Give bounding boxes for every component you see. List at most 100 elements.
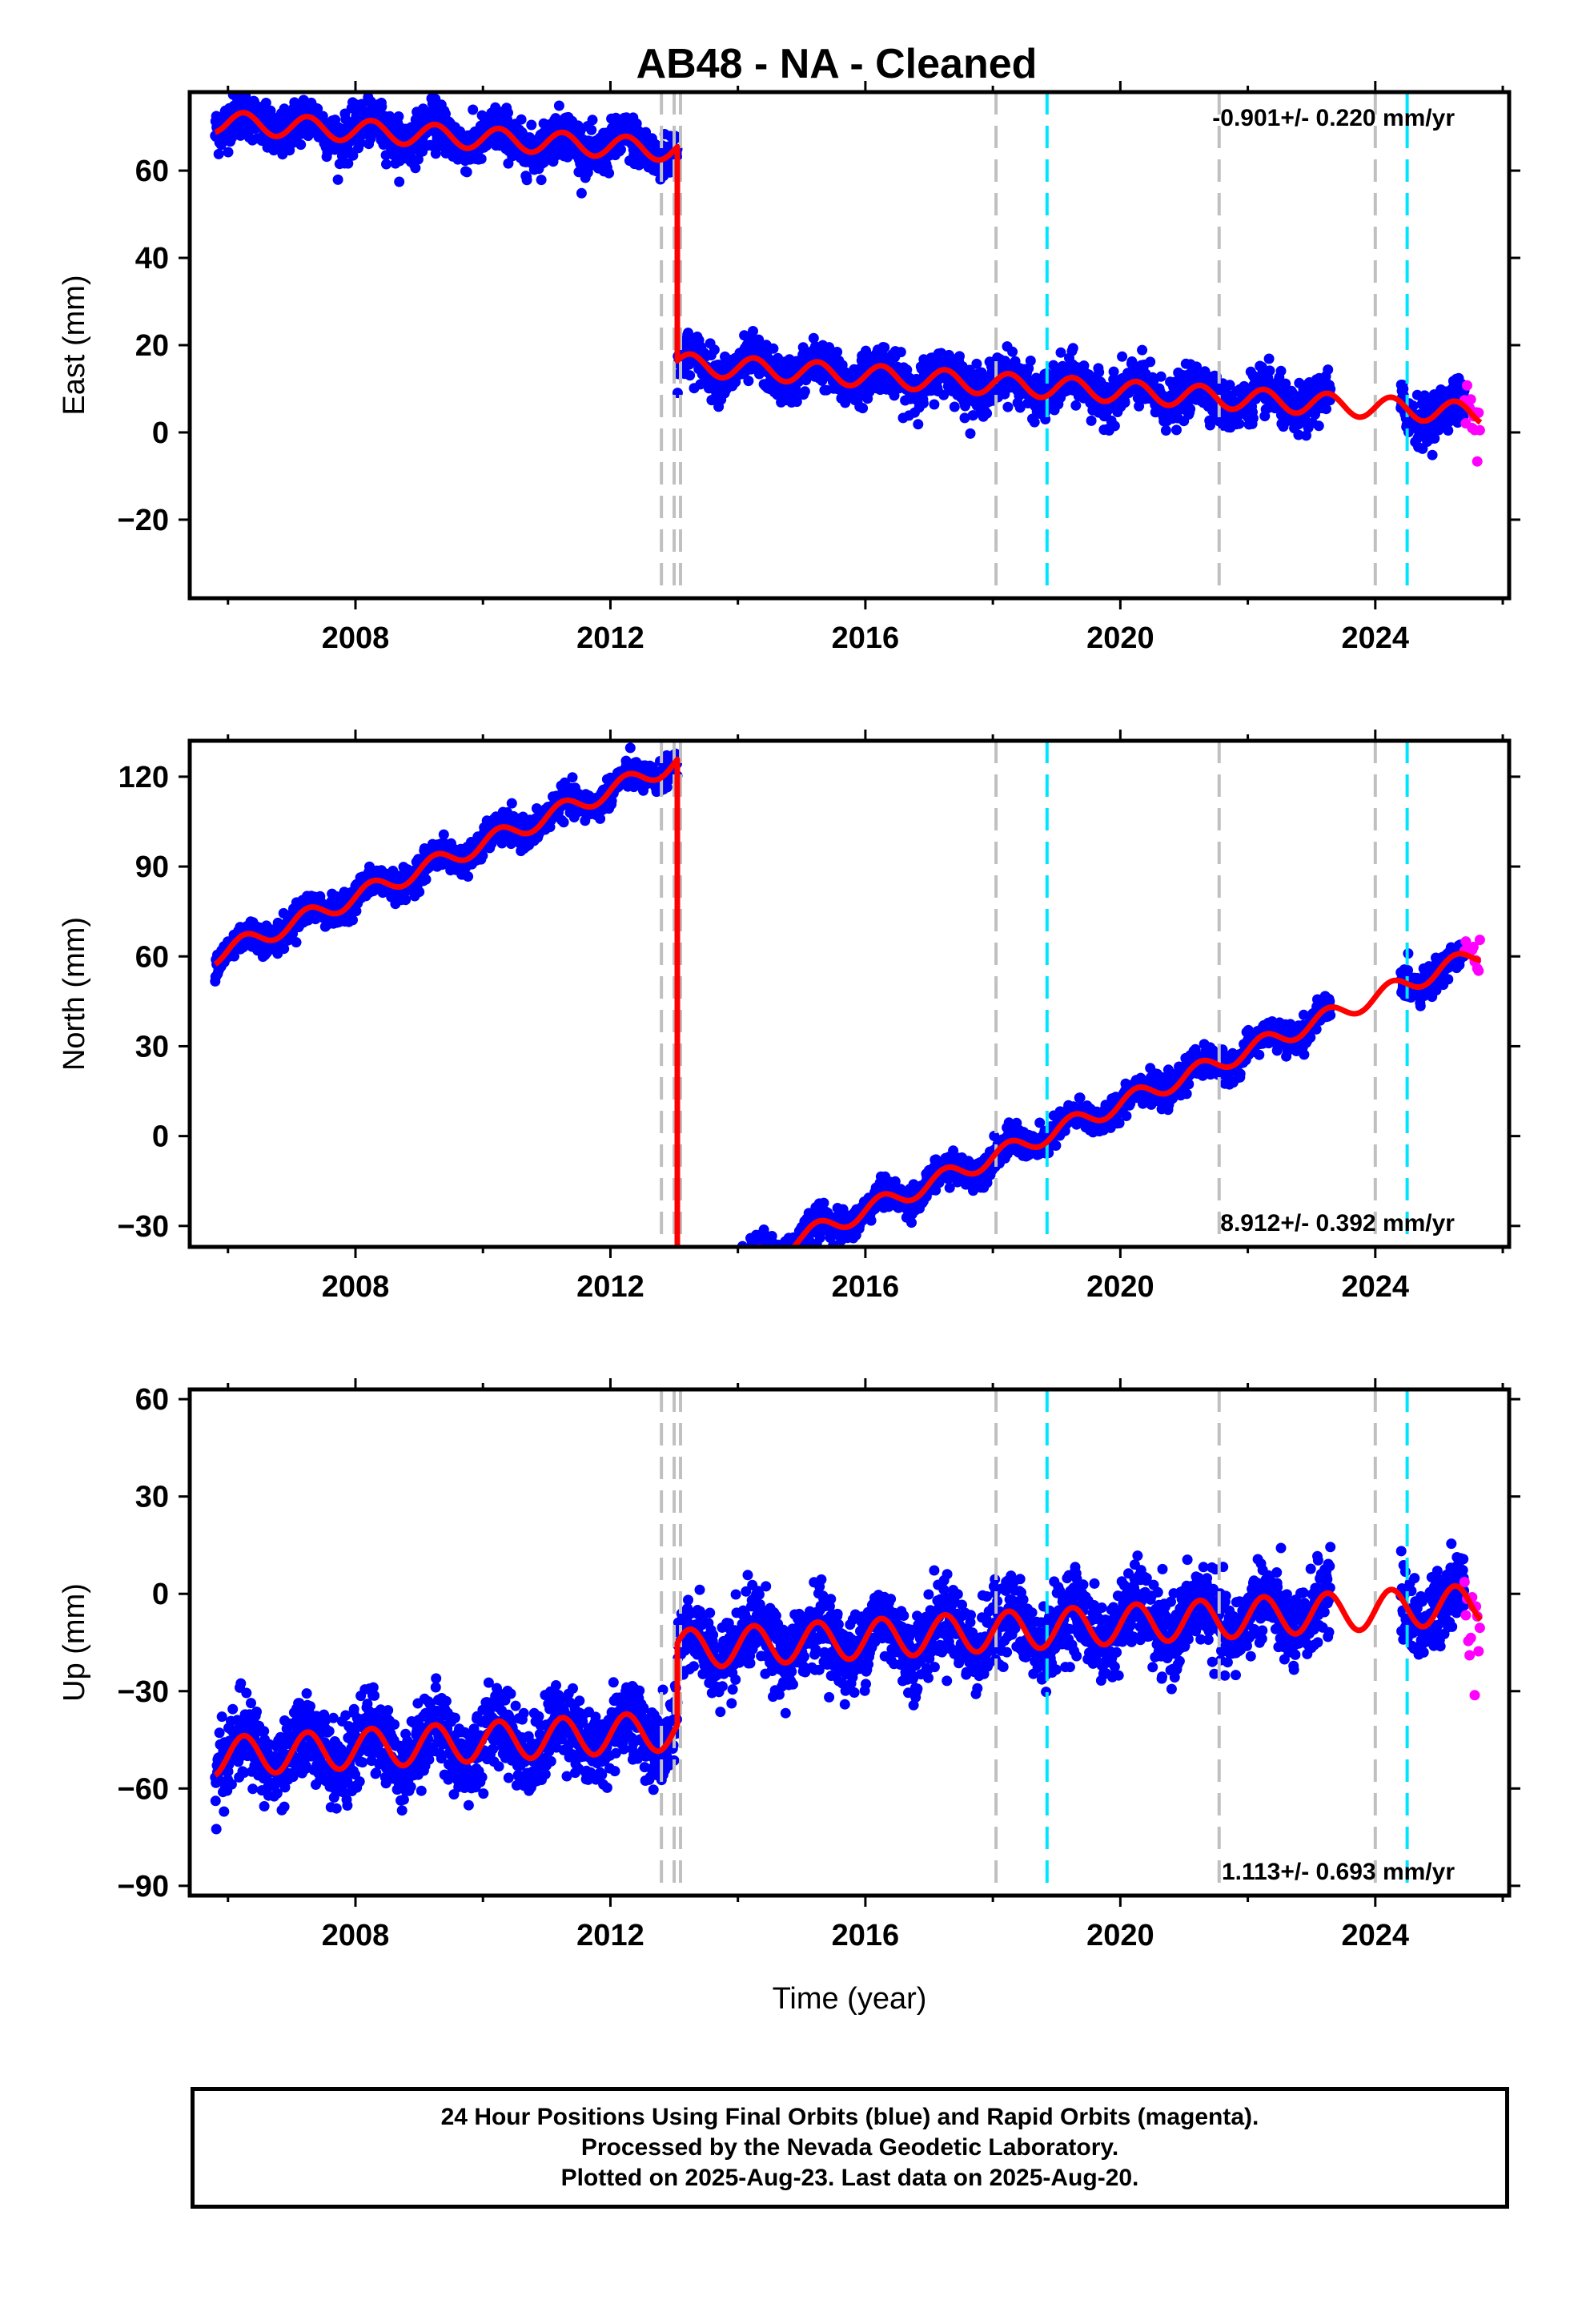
data-point-final [476, 153, 487, 164]
data-point-final [721, 1270, 731, 1281]
data-point-final [692, 1279, 702, 1289]
data-point-final [697, 1273, 708, 1284]
data-point-final [595, 813, 606, 824]
data-point-final [743, 1248, 753, 1258]
data-point-final [265, 105, 276, 116]
data-point-final [685, 370, 696, 381]
data-point-final [734, 1264, 745, 1274]
data-point-final [709, 1273, 720, 1284]
data-point-final [689, 1267, 700, 1277]
data-point-final [747, 1248, 757, 1258]
data-point-final [689, 1273, 700, 1283]
data-point-final [738, 1252, 749, 1262]
data-point-final [685, 1275, 695, 1285]
data-point-final [706, 1259, 717, 1269]
data-point-final [715, 1272, 725, 1282]
data-point-final [709, 1263, 720, 1273]
data-point-final [586, 124, 597, 135]
data-point-final [676, 1273, 686, 1284]
data-point-final [1234, 418, 1245, 429]
data-point-final [697, 1277, 708, 1287]
data-point-final [576, 187, 587, 199]
data-point-final [673, 1294, 684, 1305]
data-point-final [1067, 343, 1078, 354]
data-point-final [1160, 425, 1171, 436]
data-point-final [745, 1256, 755, 1267]
data-point-final [707, 1281, 717, 1292]
data-point-final [1263, 353, 1275, 364]
data-point-final [1264, 365, 1275, 376]
data-point-final [725, 1264, 736, 1274]
y-tick-label: 20 [135, 329, 169, 363]
data-point-final [678, 1261, 689, 1272]
data-point-final [757, 1251, 767, 1261]
data-point-final [739, 1248, 749, 1259]
data-point-final [558, 817, 569, 828]
data-point-final [718, 1288, 729, 1298]
data-point-final [410, 163, 421, 174]
data-point-final [706, 1278, 717, 1289]
data-point-final [702, 1278, 713, 1289]
data-point-final [729, 1261, 739, 1272]
data-point-final [712, 1273, 722, 1284]
data-point-final [753, 1251, 764, 1261]
data-point-final [681, 1283, 692, 1293]
data-point-final [703, 1280, 713, 1290]
data-point-final [913, 419, 924, 430]
data-point-final [689, 1273, 699, 1283]
data-point-final [695, 1259, 705, 1269]
data-point-final [680, 1261, 690, 1272]
data-point-final [740, 1264, 750, 1274]
data-point-final [461, 167, 472, 178]
data-point-final [710, 1287, 721, 1297]
data-point-final [414, 887, 425, 898]
data-point-final [754, 1248, 765, 1258]
data-point-final [683, 1270, 693, 1281]
y-tick-label: 60 [135, 155, 169, 188]
data-point-final [1137, 344, 1148, 356]
data-point-final [679, 1282, 689, 1293]
data-point-final [744, 1250, 754, 1261]
data-point-final [717, 1277, 728, 1287]
data-point-final [739, 1256, 749, 1267]
data-point-final [727, 1259, 737, 1269]
data-point-final [1029, 416, 1040, 428]
data-point-final [713, 1266, 724, 1277]
data-point-final [725, 1277, 735, 1288]
data-point-final [714, 1289, 725, 1299]
data-point-final [1002, 401, 1014, 412]
data-point-final [738, 1256, 749, 1267]
data-point-final [733, 1259, 744, 1269]
data-point-final [703, 1273, 713, 1283]
data-point-final [723, 1275, 733, 1285]
data-point-final [673, 1283, 683, 1293]
x-tick-label: 2024 [1342, 621, 1410, 655]
data-point-final [709, 1265, 719, 1275]
data-point-final [688, 1280, 698, 1290]
data-point-final [506, 798, 517, 809]
data-point-final [693, 1270, 704, 1281]
data-point-final [686, 1269, 697, 1279]
data-point-final [692, 1263, 702, 1273]
data-point-final [743, 1256, 753, 1267]
data-point-final [703, 1277, 713, 1288]
data-point-final [749, 1248, 759, 1259]
data-point-rapid [1472, 456, 1483, 467]
data-point-final [695, 1279, 705, 1289]
data-point-final [1185, 404, 1196, 415]
data-point-final [728, 1264, 738, 1274]
data-point-final [691, 1269, 701, 1280]
data-point-final [749, 1250, 760, 1261]
data-point-final [982, 408, 993, 419]
data-point-final [1108, 366, 1119, 377]
data-point-final [725, 1261, 735, 1272]
data-point-final [729, 1270, 739, 1281]
data-point-final [213, 148, 224, 159]
data-point-final [463, 871, 474, 882]
data-point-final [1247, 412, 1259, 424]
data-point-final [587, 115, 598, 126]
data-point-final [536, 175, 547, 186]
data-point-final [295, 139, 307, 151]
data-point-final [719, 1270, 729, 1281]
